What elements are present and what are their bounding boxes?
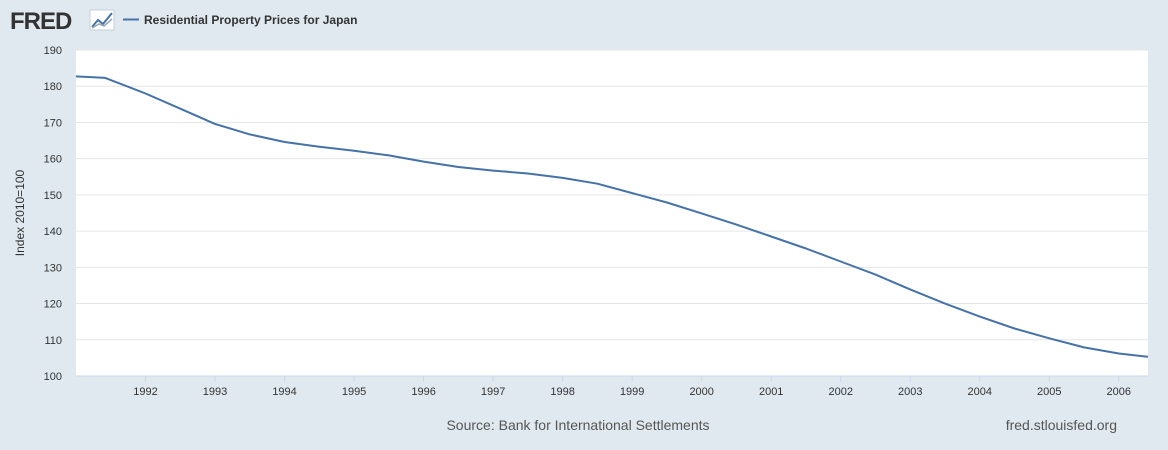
x-tick-label: 2005: [1037, 386, 1061, 398]
footer-site-link[interactable]: fred.stlouisfed.org: [1006, 417, 1117, 433]
y-tick-label: 180: [44, 81, 62, 93]
y-axis-ticks: 100 110 120 130 140 150 160 170 180 190: [44, 45, 62, 383]
legend-series-label: Residential Property Prices for Japan: [144, 13, 357, 27]
y-tick-label: 100: [44, 371, 62, 383]
x-tick-label: 1992: [133, 386, 157, 398]
x-tick-label: 1998: [550, 386, 574, 398]
series-line-japan-property-prices[interactable]: [75, 75, 1149, 358]
chart-legend[interactable]: Residential Property Prices for Japan: [123, 13, 357, 27]
y-tick-label: 170: [44, 117, 62, 129]
y-tick-label: 130: [44, 262, 62, 274]
fred-logo[interactable]: FRED: [10, 8, 115, 35]
y-tick-label: 160: [44, 154, 62, 166]
x-tick-label: 1994: [272, 386, 296, 398]
x-tick-label: 2004: [968, 386, 992, 398]
fred-logo-chart-icon: [89, 9, 115, 31]
x-axis-ticks: 1992 1993 1994 1995 1996 1997 1998 1999 2000 2001…: [76, 375, 1148, 398]
x-tick-label: 2003: [898, 386, 922, 398]
y-axis-title: Index 2010=100: [13, 169, 27, 256]
x-tick-label: 2001: [759, 386, 783, 398]
x-tick-label: 1996: [411, 386, 435, 398]
y-tick-label: 190: [44, 45, 62, 57]
y-tick-label: 120: [44, 299, 62, 311]
x-tick-label: 1997: [481, 386, 505, 398]
y-tick-label: 140: [44, 226, 62, 238]
grid-lines: [76, 49, 1148, 341]
x-tick-label: 1993: [203, 386, 227, 398]
x-tick-label: 2002: [828, 386, 852, 398]
y-tick-label: 150: [44, 190, 62, 202]
footer-source: Source: Bank for International Settlemen…: [446, 417, 709, 433]
fred-logo-text: FRED: [10, 8, 72, 35]
plot-area[interactable]: [76, 50, 1148, 376]
x-tick-label: 1995: [342, 386, 366, 398]
x-tick-label: 2000: [689, 386, 713, 398]
y-tick-label: 110: [44, 335, 62, 347]
x-tick-label: 2006: [1107, 386, 1131, 398]
x-tick-label: 1999: [620, 386, 644, 398]
